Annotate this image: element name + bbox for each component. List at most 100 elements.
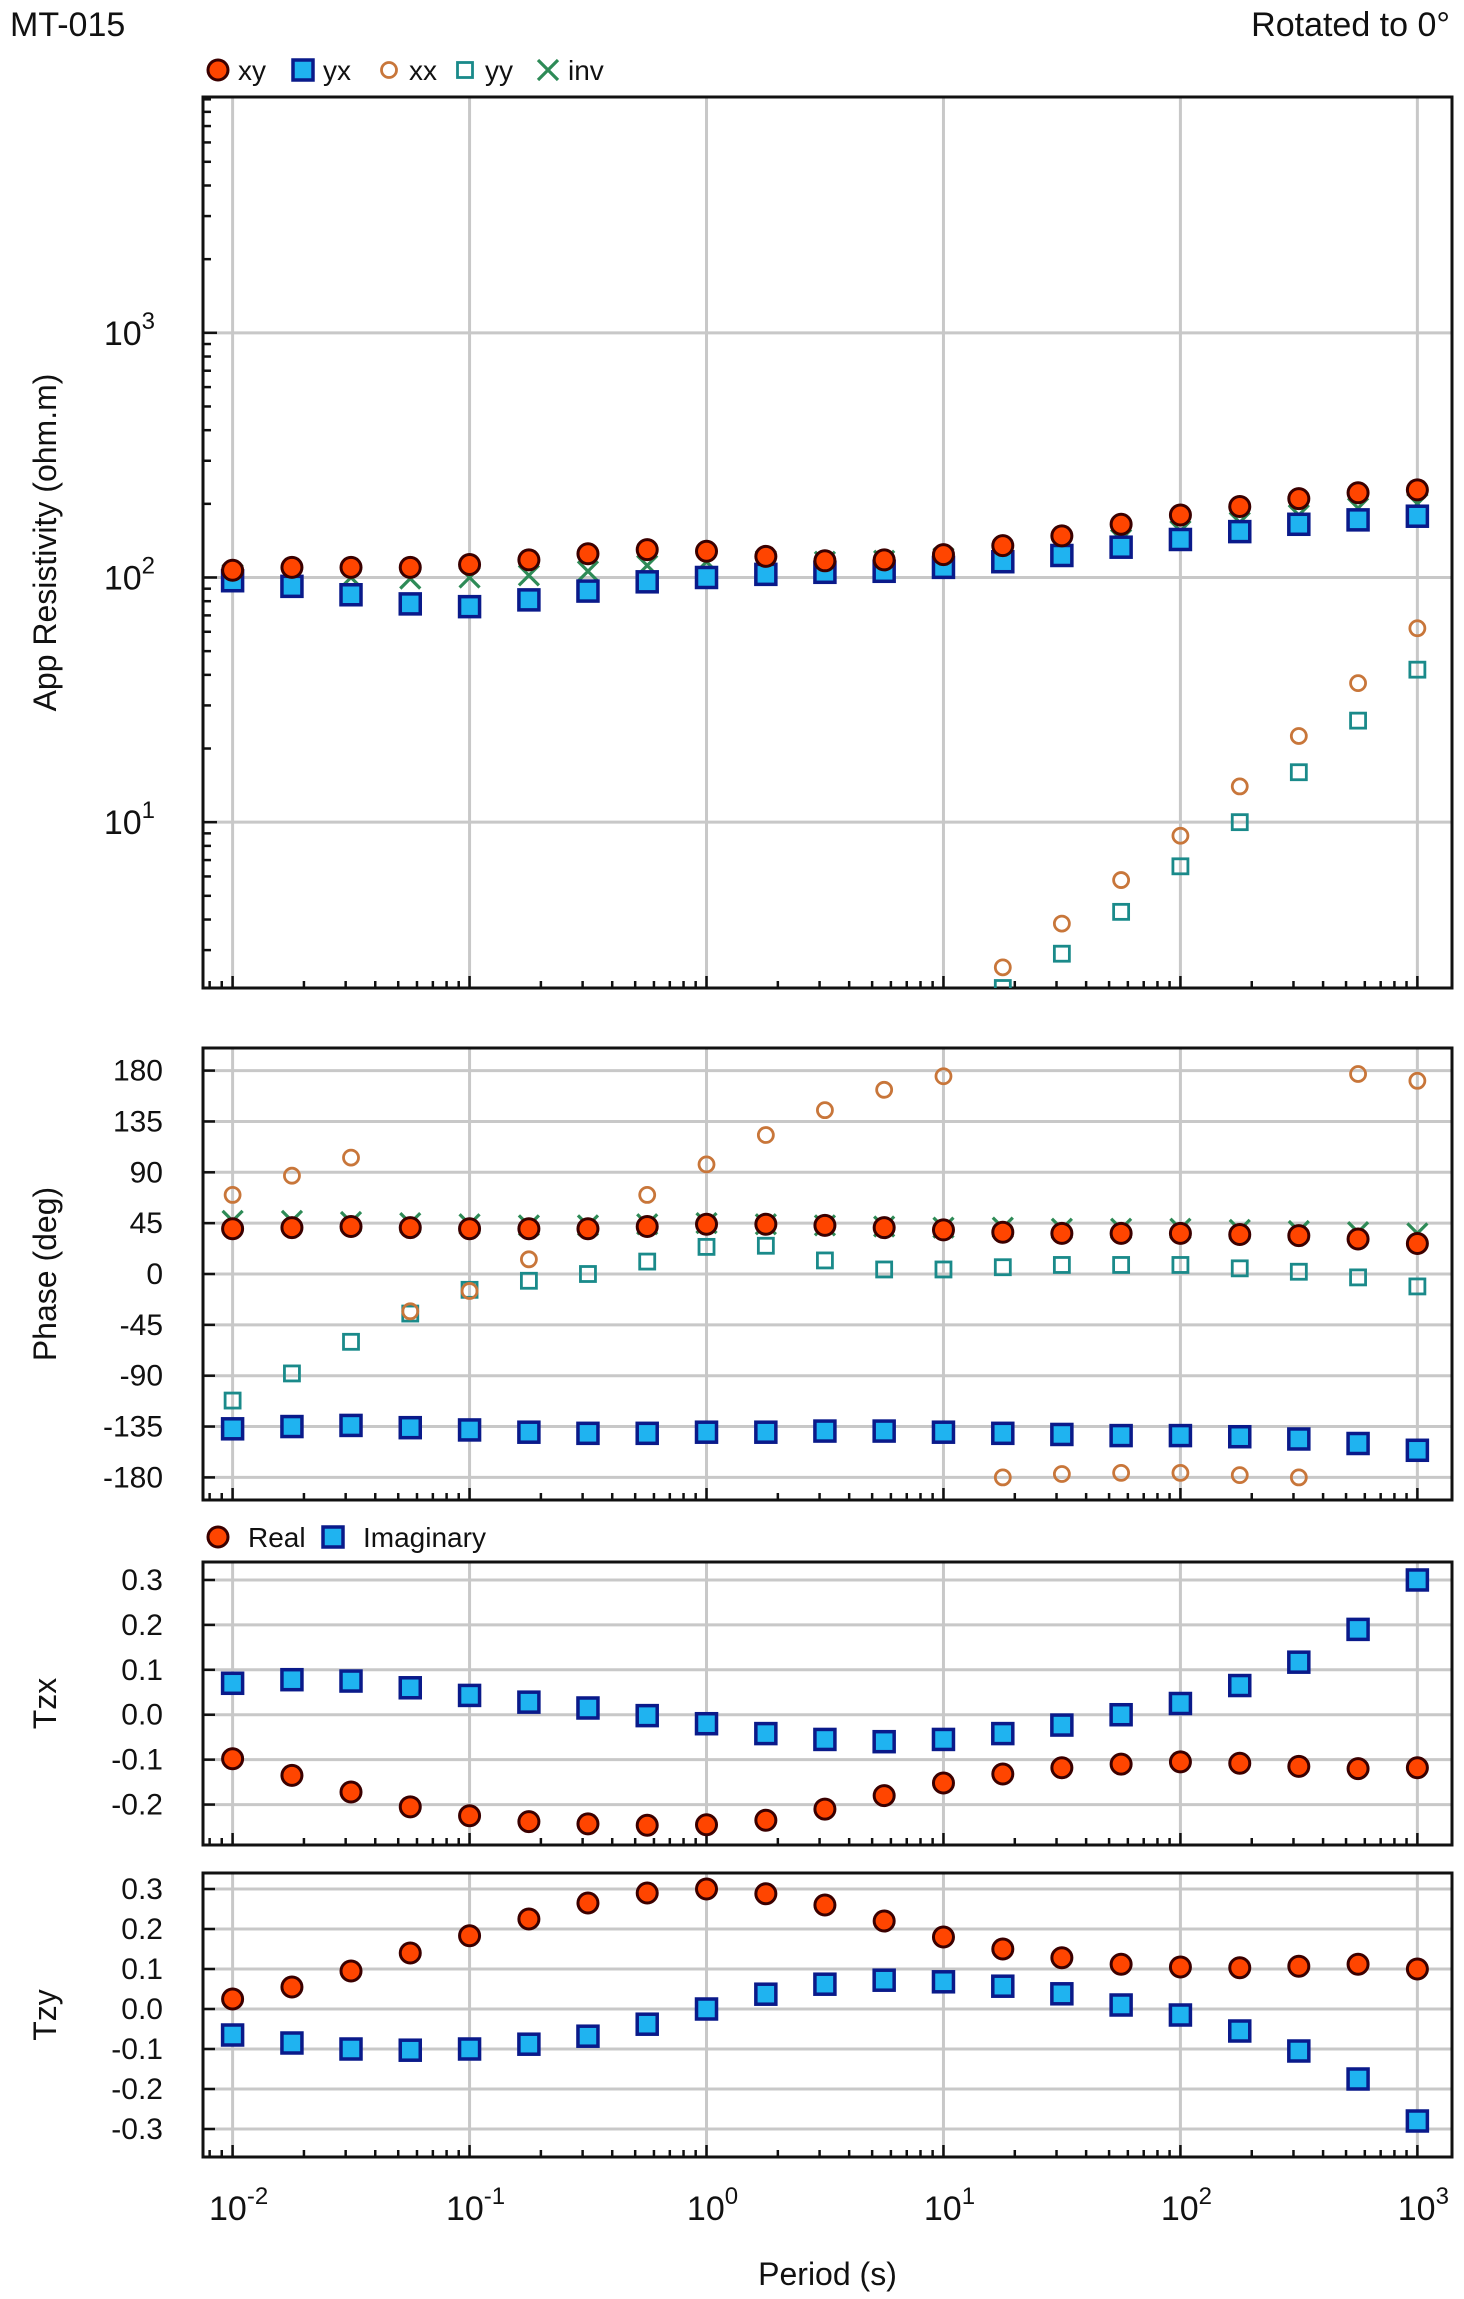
phase-xy-point	[1050, 1221, 1074, 1245]
resistivity-yy-point	[1171, 857, 1190, 876]
phase-xx-point	[875, 1080, 894, 1099]
tzx-real-point	[635, 1813, 659, 1837]
resistivity-xx-point	[1112, 871, 1131, 889]
resistivity-yx-point	[280, 574, 304, 599]
tzy-points	[220, 1877, 1430, 2133]
tzy-real-point	[517, 1907, 541, 1931]
phase-xy-point	[576, 1217, 600, 1241]
phase-yy-point	[1112, 1256, 1131, 1274]
phase-xy-point	[635, 1215, 659, 1239]
phase-ytick-label: -45	[120, 1309, 163, 1342]
tzy-real-point	[1287, 1954, 1311, 1978]
phase-yy-point	[934, 1260, 953, 1279]
tzx-real-point	[339, 1780, 363, 1804]
tzx-real-point	[517, 1810, 541, 1834]
phase-yx-point	[280, 1414, 304, 1439]
phase-xy-point	[221, 1217, 245, 1241]
resistivity-xy-point	[221, 558, 245, 582]
tzy-real-point	[695, 1877, 719, 1901]
tzx-real-point	[458, 1804, 482, 1828]
phase-xx-point	[1112, 1463, 1131, 1482]
tzy-imaginary-point	[339, 2037, 363, 2061]
tzx-frame	[201, 1560, 1454, 1847]
resistivity-yx-point	[635, 570, 659, 594]
tzx-real-point	[1287, 1754, 1311, 1778]
resistivity-yy-point	[1230, 813, 1249, 832]
phase-xy-point	[872, 1216, 896, 1240]
tzy-imaginary-point	[635, 2012, 659, 2036]
tzx-imaginary-point	[1228, 1673, 1252, 1698]
tzx-imaginary-point	[457, 1683, 482, 1708]
tzy-real-point	[1346, 1952, 1370, 1976]
resistivity-yx-point	[1109, 535, 1133, 559]
tzy-imaginary-point	[457, 2037, 482, 2061]
tzx-imaginary-point	[931, 1727, 956, 1752]
tzy-real-point	[991, 1937, 1015, 1961]
phase-xx-point	[519, 1250, 538, 1269]
resistivity-yy-point	[993, 979, 1012, 988]
phase-ytick-label: -180	[103, 1461, 163, 1494]
x-tick-label-exp: -1	[484, 2183, 505, 2210]
phase-yy-point	[1349, 1268, 1367, 1287]
tzx-imaginary-point	[339, 1669, 363, 1693]
tzx-real-point	[398, 1795, 422, 1819]
phase-ytick-label: 90	[130, 1156, 163, 1189]
phase-yx-point	[457, 1418, 482, 1442]
tzy-real-point	[339, 1959, 363, 1983]
resistivity-yx-point	[576, 579, 600, 603]
phase-xy-point	[1228, 1222, 1252, 1246]
resistivity-yx-point	[1287, 512, 1311, 537]
tzy-ytick-label: 0.2	[121, 1913, 163, 1946]
phase-xy-point	[1287, 1224, 1311, 1248]
phase-yx-point	[694, 1420, 719, 1444]
resistivity-ytick-label-exp: 2	[142, 552, 155, 579]
x-tick-label-exp: 3	[1436, 2183, 1449, 2210]
legend-xx-label: xx	[409, 55, 437, 86]
x-tick-label-exp: -2	[247, 2183, 268, 2210]
phase-xx-point	[283, 1166, 301, 1185]
tzx-ytick-label: 0.0	[121, 1699, 163, 1732]
tzy-real-point	[221, 1987, 245, 2011]
phase-yx-point	[220, 1417, 245, 1441]
phase-yy-point	[223, 1391, 242, 1410]
tzx-real-point	[576, 1812, 600, 1836]
x-tick-label-exp: 1	[962, 2183, 975, 2210]
tzy-real-point	[813, 1893, 837, 1917]
phase-ytick-label: -90	[120, 1360, 163, 1393]
tzy-imaginary-point	[280, 2031, 304, 2055]
phase-yx-point	[635, 1421, 659, 1446]
tzy-real-point	[1168, 1955, 1192, 1979]
tzy-real-point	[1109, 1952, 1133, 1976]
tzy-real-point	[872, 1909, 896, 1933]
phase-xx-point	[342, 1148, 360, 1167]
tzy-ytick-label: -0.1	[111, 2033, 163, 2066]
phase-xy-point	[1405, 1231, 1429, 1255]
tzx-ytick-label: 0.2	[121, 1609, 163, 1642]
rotation-label: Rotated to 0°	[1251, 6, 1450, 44]
tzx-ytick-label: -0.1	[111, 1744, 163, 1777]
phase-xx-point	[638, 1186, 657, 1204]
resistivity-yx-point	[1050, 543, 1074, 568]
phase-yx-point	[1287, 1427, 1311, 1451]
tzy-imaginary-point	[1168, 2003, 1193, 2027]
legend-tipper-imaginary-label: Imaginary	[363, 1522, 486, 1553]
tzy-imaginary-point	[1109, 1993, 1133, 2017]
phase-yy-point	[1289, 1262, 1308, 1281]
resistivity-xx-point	[1171, 826, 1190, 845]
tzy-panel: 0.3 0.2 0.1 0.0 -0.1 -0.2 -0.3 Tzy	[27, 1871, 1454, 2159]
tzy-real-point	[280, 1975, 304, 1999]
phase-yx-point	[398, 1415, 423, 1440]
resistivity-ytick-label-base: 10	[104, 804, 142, 842]
tzy-imaginary-point	[1405, 2109, 1430, 2133]
legend-yy-marker	[456, 61, 474, 79]
tzy-imaginary-point	[1050, 1982, 1074, 2006]
resistivity-yx-point	[1228, 519, 1252, 544]
phase-yy-point	[697, 1237, 716, 1256]
tzx-imaginary-point	[872, 1729, 896, 1754]
phase-xy-point	[339, 1215, 363, 1239]
x-tick-label-base: 10	[687, 2190, 725, 2228]
tzy-imaginary-point	[872, 1968, 896, 1992]
resistivity-ytick-label-exp: 3	[142, 308, 155, 335]
tzx-real-point	[1050, 1756, 1074, 1780]
